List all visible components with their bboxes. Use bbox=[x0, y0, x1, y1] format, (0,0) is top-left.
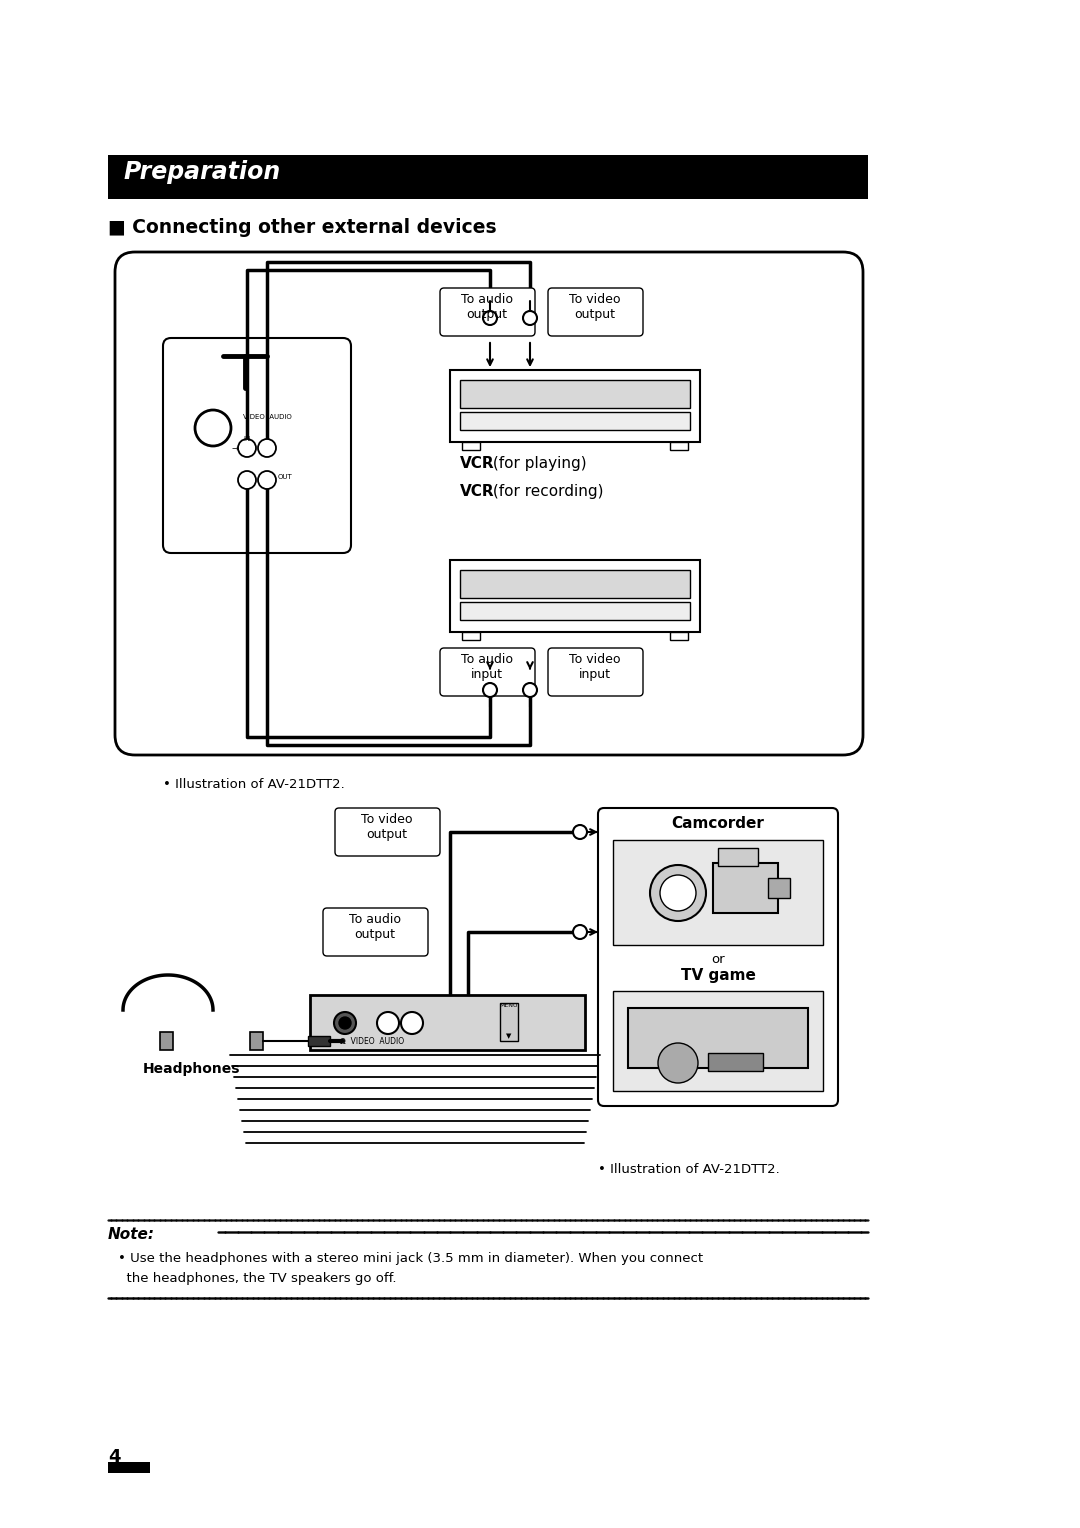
Bar bbox=[460, 380, 690, 408]
Circle shape bbox=[573, 825, 588, 839]
Bar bbox=[450, 559, 700, 633]
Bar bbox=[768, 879, 789, 898]
Circle shape bbox=[523, 312, 537, 325]
Circle shape bbox=[334, 1012, 356, 1034]
Circle shape bbox=[401, 1012, 423, 1034]
Circle shape bbox=[377, 1012, 399, 1034]
Text: To video
output: To video output bbox=[569, 293, 621, 321]
Bar bbox=[670, 442, 688, 451]
Text: To audio
output: To audio output bbox=[461, 293, 513, 321]
Circle shape bbox=[660, 876, 696, 911]
FancyBboxPatch shape bbox=[163, 338, 351, 553]
Bar bbox=[462, 442, 480, 451]
Text: • Use the headphones with a stereo mini jack (3.5 mm in diameter). When you conn: • Use the headphones with a stereo mini … bbox=[118, 1251, 703, 1265]
Bar bbox=[708, 1053, 762, 1071]
FancyBboxPatch shape bbox=[548, 648, 643, 695]
Text: ■ Connecting other external devices: ■ Connecting other external devices bbox=[108, 219, 497, 237]
FancyBboxPatch shape bbox=[323, 908, 428, 957]
Bar bbox=[310, 995, 585, 1050]
Bar bbox=[450, 370, 700, 442]
Text: To video
output: To video output bbox=[361, 813, 413, 840]
Bar bbox=[108, 154, 868, 199]
Bar bbox=[500, 1002, 518, 1041]
Text: IN: IN bbox=[243, 435, 251, 442]
Text: Camcorder: Camcorder bbox=[672, 816, 765, 831]
Circle shape bbox=[523, 683, 537, 697]
Bar bbox=[670, 633, 688, 640]
Text: or: or bbox=[712, 953, 725, 966]
Circle shape bbox=[258, 471, 276, 489]
FancyBboxPatch shape bbox=[440, 648, 535, 695]
Text: MENU: MENU bbox=[500, 1002, 518, 1008]
FancyBboxPatch shape bbox=[440, 287, 535, 336]
Circle shape bbox=[658, 1044, 698, 1083]
Text: • Illustration of AV-21DTT2.: • Illustration of AV-21DTT2. bbox=[163, 778, 345, 792]
Bar bbox=[713, 863, 778, 914]
Text: 4: 4 bbox=[108, 1449, 121, 1465]
Bar bbox=[308, 1036, 330, 1047]
Text: ▼: ▼ bbox=[507, 1033, 512, 1039]
Bar bbox=[718, 848, 758, 866]
Bar bbox=[249, 1031, 264, 1050]
FancyBboxPatch shape bbox=[114, 252, 863, 755]
Circle shape bbox=[238, 439, 256, 457]
Bar bbox=[460, 413, 690, 429]
FancyBboxPatch shape bbox=[335, 808, 440, 856]
Text: To video
input: To video input bbox=[569, 652, 621, 681]
Text: Note:: Note: bbox=[108, 1227, 156, 1242]
Circle shape bbox=[339, 1018, 351, 1028]
Text: Preparation: Preparation bbox=[123, 160, 280, 183]
FancyBboxPatch shape bbox=[548, 287, 643, 336]
Text: VCR: VCR bbox=[460, 455, 495, 471]
Circle shape bbox=[483, 683, 497, 697]
Text: the headphones, the TV speakers go off.: the headphones, the TV speakers go off. bbox=[118, 1271, 396, 1285]
Circle shape bbox=[238, 471, 256, 489]
Circle shape bbox=[650, 865, 706, 921]
Text: Ω  VIDEO  AUDIO: Ω VIDEO AUDIO bbox=[340, 1038, 404, 1047]
Bar bbox=[460, 570, 690, 597]
Text: To audio
output: To audio output bbox=[349, 914, 401, 941]
Bar bbox=[160, 1031, 173, 1050]
Circle shape bbox=[483, 312, 497, 325]
Circle shape bbox=[195, 410, 231, 446]
Circle shape bbox=[573, 924, 588, 940]
Text: VIDEO  AUDIO: VIDEO AUDIO bbox=[243, 414, 292, 420]
Circle shape bbox=[258, 439, 276, 457]
Text: (for recording): (for recording) bbox=[488, 484, 604, 500]
Bar bbox=[462, 633, 480, 640]
Text: TV game: TV game bbox=[680, 969, 755, 983]
Text: (for playing): (for playing) bbox=[488, 455, 586, 471]
Text: →: → bbox=[231, 445, 238, 452]
Bar bbox=[613, 840, 823, 944]
Text: OUT: OUT bbox=[278, 474, 293, 480]
Bar bbox=[460, 602, 690, 620]
Bar bbox=[627, 1008, 808, 1068]
Bar bbox=[613, 992, 823, 1091]
FancyBboxPatch shape bbox=[598, 808, 838, 1106]
Text: VCR: VCR bbox=[460, 484, 495, 500]
Text: Headphones: Headphones bbox=[143, 1062, 241, 1076]
Text: To audio
input: To audio input bbox=[461, 652, 513, 681]
Bar bbox=[108, 1462, 150, 1473]
Text: • Illustration of AV-21DTT2.: • Illustration of AV-21DTT2. bbox=[598, 1163, 780, 1177]
